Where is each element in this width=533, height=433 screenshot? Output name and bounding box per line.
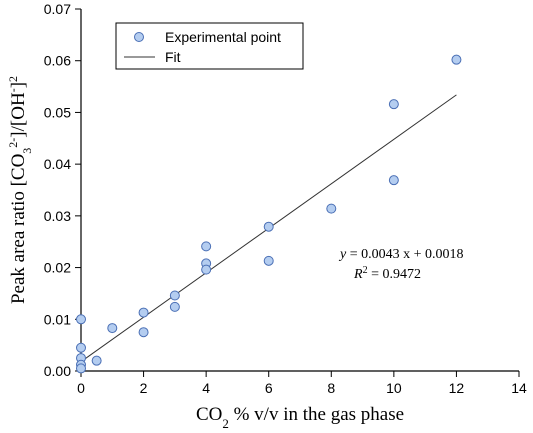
data-point bbox=[91, 355, 102, 366]
data-point bbox=[138, 327, 149, 338]
data-point bbox=[76, 342, 86, 353]
x-tick-label: 0 bbox=[77, 380, 85, 396]
x-tick-label: 8 bbox=[327, 380, 335, 396]
x-axis-title: CO2 % v/v in the gas phase bbox=[196, 404, 404, 431]
legend-label-fit: Fit bbox=[165, 49, 181, 65]
data-point bbox=[451, 54, 462, 65]
data-point bbox=[138, 307, 149, 318]
data-point bbox=[388, 99, 399, 110]
y-tick-label: 0.04 bbox=[44, 156, 71, 172]
data-point bbox=[263, 255, 274, 266]
legend: Experimental point Fit bbox=[115, 22, 304, 70]
y-tick-label: 0.00 bbox=[44, 363, 71, 379]
data-point bbox=[169, 290, 180, 301]
data-point bbox=[201, 241, 212, 252]
x-tick-label: 12 bbox=[449, 380, 465, 396]
data-point bbox=[107, 323, 118, 334]
legend-box bbox=[115, 22, 304, 70]
data-point bbox=[201, 264, 212, 275]
y-tick-label: 0.03 bbox=[44, 208, 71, 224]
x-tick-label: 2 bbox=[140, 380, 148, 396]
data-point bbox=[388, 175, 399, 186]
data-point bbox=[263, 221, 274, 232]
y-tick-label: 0.05 bbox=[44, 104, 71, 120]
y-tick-label: 0.01 bbox=[44, 311, 71, 327]
data-point bbox=[326, 203, 337, 214]
axes bbox=[80, 9, 519, 372]
x-tick-label: 6 bbox=[265, 380, 273, 396]
r-squared-text: R2 = 0.9472 bbox=[353, 265, 421, 283]
y-tick-label: 0.07 bbox=[44, 1, 71, 17]
fit-equation: y = 0.0043 x + 0.0018 R2 = 0.9472 bbox=[338, 247, 464, 282]
data-point bbox=[76, 314, 86, 325]
data-point bbox=[76, 363, 86, 374]
legend-label-experimental: Experimental point bbox=[165, 29, 281, 45]
x-tick-label: 10 bbox=[386, 380, 402, 396]
x-tick-label: 14 bbox=[511, 380, 527, 396]
y-ticks: 0.00 0.01 0.02 0.03 0.04 0.05 0.06 0.07 bbox=[44, 1, 81, 379]
data-points bbox=[76, 54, 462, 374]
x-ticks: 0 2 4 6 8 10 12 14 bbox=[77, 371, 527, 396]
y-axis-title: Peak area ratio [CO32-]/[OH-]2 bbox=[6, 76, 34, 304]
data-point bbox=[169, 301, 180, 312]
equation-text: y = 0.0043 x + 0.0018 bbox=[338, 247, 464, 262]
legend-marker-experimental bbox=[134, 32, 144, 42]
x-tick-label: 4 bbox=[202, 380, 210, 396]
y-tick-label: 0.02 bbox=[44, 260, 71, 276]
y-tick-label: 0.06 bbox=[44, 53, 71, 69]
